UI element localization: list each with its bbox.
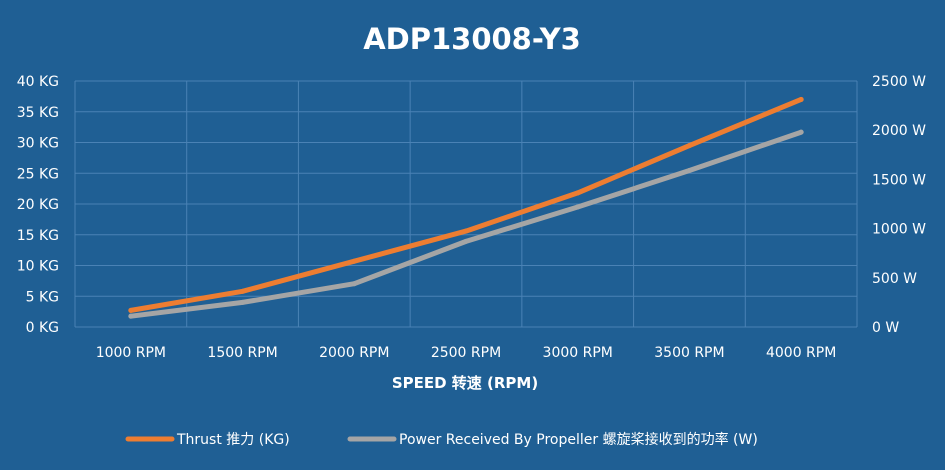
right-tick-label: 2000 W <box>872 123 926 139</box>
x-axis-title: SPEED 转速 (RPM) <box>392 374 538 392</box>
left-tick-label: 40 KG <box>17 74 59 90</box>
left-tick-label: 5 KG <box>26 289 59 305</box>
legend-label: Power Received By Propeller 螺旋桨接收到的功率 (W… <box>399 431 758 448</box>
right-tick-label: 2500 W <box>872 74 926 90</box>
data-point <box>686 168 692 174</box>
left-tick-label: 0 KG <box>26 320 59 336</box>
data-point <box>798 129 804 135</box>
series-lines <box>128 96 804 319</box>
right-tick-label: 500 W <box>872 271 917 287</box>
series-line <box>128 129 804 319</box>
data-point <box>240 288 246 294</box>
data-point <box>128 313 134 319</box>
left-tick-label: 30 KG <box>17 136 59 152</box>
x-tick-label: 1500 RPM <box>207 345 277 361</box>
data-point <box>351 258 357 264</box>
legend-label: Thrust 推力 (KG) <box>176 432 290 448</box>
chart-title: ADP13008-Y3 <box>363 22 581 56</box>
right-tick-label: 1500 W <box>872 172 926 188</box>
data-point <box>128 307 134 313</box>
data-point <box>575 204 581 210</box>
left-tick-label: 20 KG <box>17 197 59 213</box>
gridlines <box>74 80 858 328</box>
left-tick-label: 10 KG <box>17 259 59 275</box>
left-tick-label: 35 KG <box>17 105 59 121</box>
legend: Thrust 推力 (KG) Power Received By Propelle… <box>125 431 758 448</box>
left-tick-label: 25 KG <box>17 166 59 182</box>
x-tick-label: 2000 RPM <box>319 345 389 361</box>
right-axis-ticks: 0 W 500 W 1000 W 1500 W 2000 W 2500 W <box>872 74 926 336</box>
x-tick-label: 3000 RPM <box>543 345 613 361</box>
x-tick-label: 3500 RPM <box>654 345 724 361</box>
x-axis-ticks: 1000 RPM 1500 RPM 2000 RPM 2500 RPM 3000 RPM… <box>96 345 837 361</box>
data-point <box>351 281 357 287</box>
x-tick-label: 1000 RPM <box>96 345 166 361</box>
x-tick-label: 2500 RPM <box>431 345 501 361</box>
data-point <box>575 190 581 196</box>
data-point <box>798 96 804 102</box>
series-line <box>128 96 804 313</box>
data-point <box>686 143 692 149</box>
right-tick-label: 1000 W <box>872 222 926 238</box>
right-tick-label: 0 W <box>872 320 899 336</box>
data-point <box>240 299 246 305</box>
data-point <box>463 238 469 244</box>
x-tick-label: 4000 RPM <box>766 345 836 361</box>
data-point <box>463 228 469 234</box>
left-axis-ticks: 0 KG 5 KG 10 KG 15 KG 20 KG 25 KG 30 KG 35 KG 40… <box>17 74 59 336</box>
left-tick-label: 15 KG <box>17 228 59 244</box>
